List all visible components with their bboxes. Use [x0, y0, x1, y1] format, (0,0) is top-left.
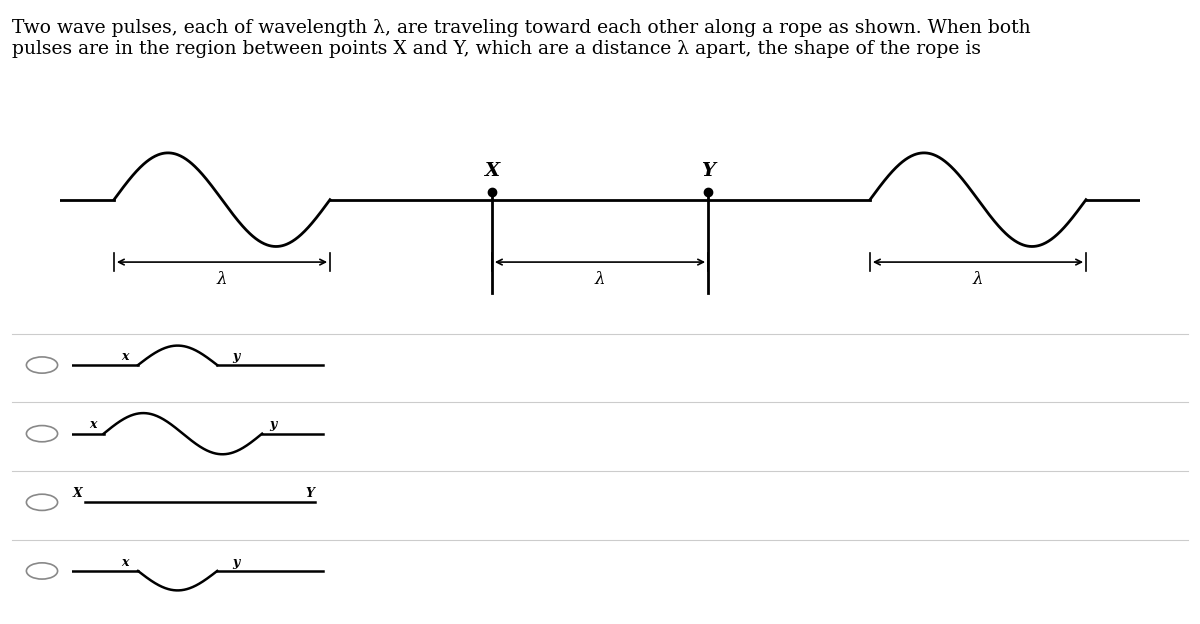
Text: y: y	[232, 349, 239, 363]
Text: Y: Y	[701, 162, 715, 180]
Text: X: X	[72, 487, 82, 500]
Text: y: y	[269, 418, 276, 431]
Text: x: x	[121, 349, 128, 363]
Text: λ: λ	[217, 271, 227, 288]
Text: X: X	[485, 162, 499, 180]
Text: y: y	[232, 555, 239, 568]
Text: x: x	[121, 555, 128, 568]
Text: Two wave pulses, each of wavelength λ, are traveling toward each other along a r: Two wave pulses, each of wavelength λ, a…	[12, 19, 1031, 57]
Text: λ: λ	[973, 271, 983, 288]
Text: λ: λ	[595, 271, 605, 288]
Text: x: x	[89, 418, 97, 431]
Text: Y: Y	[305, 487, 314, 500]
